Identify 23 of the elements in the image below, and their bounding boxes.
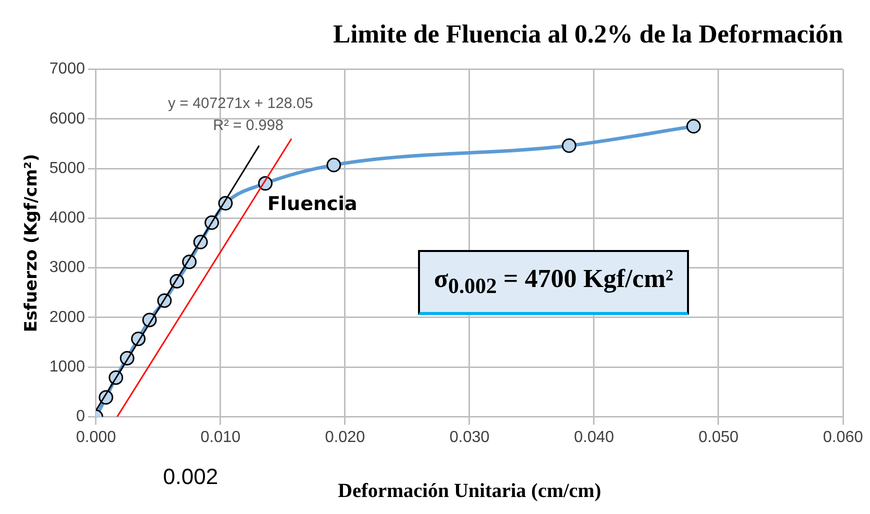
y-tick-label: 6000: [49, 110, 86, 128]
x-tick-label: 0.040: [574, 428, 614, 446]
annotation: 0.002: [448, 274, 497, 298]
y-axis-title: Esfuerzo (Kgf/cm²): [22, 154, 42, 332]
x-tick-label: 0.060: [822, 428, 864, 446]
y-tick-label: 0: [76, 408, 86, 426]
annotation: y = 407271x + 128.05: [168, 95, 314, 112]
x-axis-title: Deformación Unitaria (cm/cm): [338, 480, 602, 502]
y-tick-label: 2000: [49, 308, 86, 326]
annotation: R² = 0.998: [213, 117, 284, 134]
y-tick-label: 5000: [49, 160, 86, 177]
y-tick-label: 4000: [49, 210, 86, 227]
x-tick-label: 0.020: [324, 428, 366, 446]
y-tick-label: 7000: [49, 60, 86, 78]
y-tick-label: 1000: [49, 358, 86, 376]
text: 0.002: [163, 464, 218, 489]
x-tick-label: 0.050: [698, 428, 739, 446]
chart-title: Limite de Fluencia al 0.2% de la Deformación: [333, 19, 844, 48]
x-tick-label: 0.000: [76, 428, 116, 446]
x-tick-label: 0.030: [449, 428, 490, 446]
x-tick-label: 0.010: [200, 428, 241, 446]
annotation: Fluencia: [267, 192, 358, 215]
y-tick-label: 3000: [49, 259, 86, 276]
